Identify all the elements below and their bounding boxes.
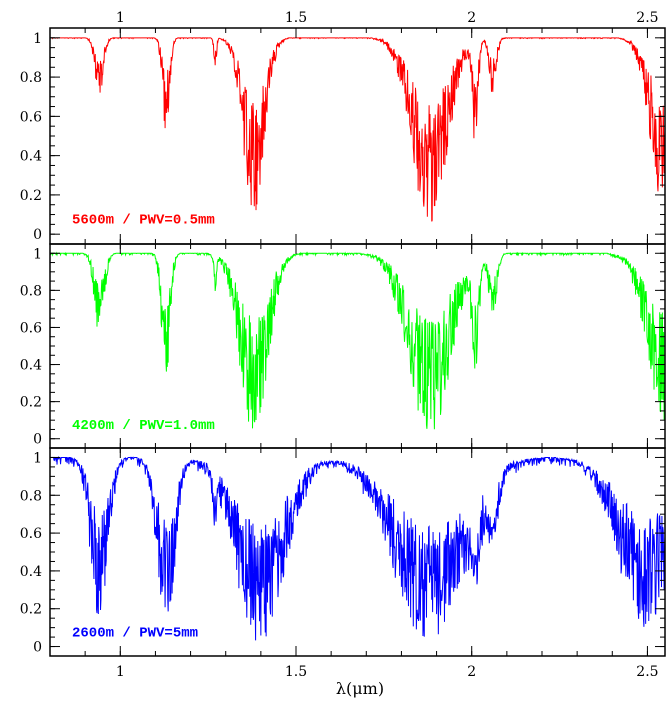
- top-x-tick-label: 1: [116, 10, 125, 26]
- top-x-tick-label: 1.5: [285, 10, 307, 26]
- y-tick-label: 0.8: [20, 283, 42, 299]
- series-line-panel-3: [50, 455, 665, 641]
- y-tick-label: 0.4: [20, 358, 42, 374]
- bottom-x-tick-label: 2: [467, 664, 476, 680]
- y-tick-label: 0.2: [20, 602, 42, 618]
- panels: 0 0.2 0.4 0.6 0.8 1 5600m / PWV=0.5mm 0 0.2 0.4 0.…: [20, 27, 666, 657]
- top-x-tick-label: 2: [467, 10, 476, 26]
- y-tick-label: 0: [33, 640, 42, 656]
- x-axis-title: λ(μm): [336, 679, 384, 698]
- y-tick-label: 0.6: [20, 109, 42, 125]
- bottom-x-tick-label: 2.5: [636, 664, 658, 680]
- y-tick-label: 0.2: [20, 395, 42, 411]
- y-tick-label: 0.4: [20, 564, 42, 580]
- panel-2: 0 0.2 0.4 0.6 0.8 1 4200m / PWV=1.0mm: [20, 243, 666, 449]
- panel-label: 2600m / PWV=5mm: [72, 625, 198, 641]
- y-tick-label: 0.4: [20, 149, 42, 165]
- top-x-tick-labels: 1 1.5 2 2.5: [116, 10, 659, 26]
- y-tick-label: 1: [33, 450, 42, 466]
- panel-label: 5600m / PWV=0.5mm: [72, 212, 215, 228]
- series-line-panel-2: [50, 251, 665, 430]
- series-line-panel-1: [50, 36, 665, 222]
- bottom-x-tick-label: 1.5: [285, 664, 307, 680]
- y-tick-label: 1: [33, 31, 42, 47]
- y-tick-label: 0: [33, 227, 42, 243]
- y-tick-label: 0: [33, 432, 42, 448]
- y-tick-label: 1: [33, 246, 42, 262]
- y-tick-label: 0.8: [20, 70, 42, 86]
- bottom-x-tick-labels: 1 1.5 2 2.5: [116, 664, 659, 680]
- top-x-tick-label: 2.5: [636, 10, 658, 26]
- panel-1: 0 0.2 0.4 0.6 0.8 1 5600m / PWV=0.5mm: [20, 27, 666, 245]
- panel-3: 0 0.2 0.4 0.6 0.8 1 2600m / PWV=5mm: [20, 447, 666, 657]
- panel-label: 4200m / PWV=1.0mm: [72, 418, 215, 434]
- bottom-x-tick-label: 1: [116, 664, 125, 680]
- y-tick-label: 0.6: [20, 526, 42, 542]
- y-tick-label: 0.8: [20, 488, 42, 504]
- y-tick-label: 0.2: [20, 188, 42, 204]
- y-tick-label: 0.6: [20, 320, 42, 336]
